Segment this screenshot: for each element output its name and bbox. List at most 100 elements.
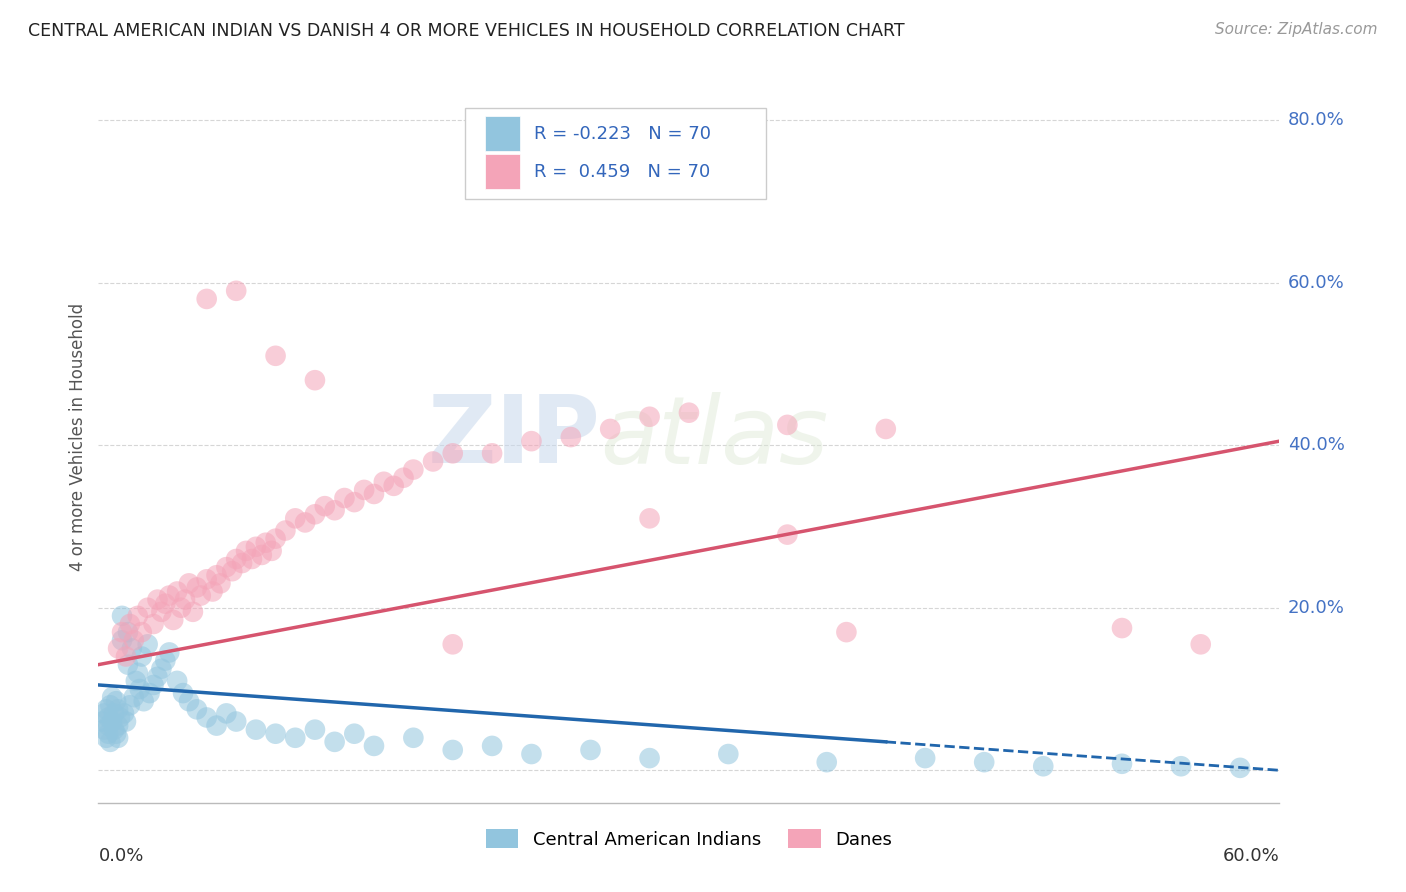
Point	[93, 706, 115, 721]
Point	[107, 718, 129, 732]
Point	[638, 409, 661, 424]
Point	[304, 373, 326, 387]
Point	[402, 731, 425, 745]
Point	[245, 540, 267, 554]
Point	[1111, 756, 1133, 771]
Point	[264, 727, 287, 741]
Point	[107, 641, 129, 656]
Point	[155, 597, 177, 611]
Point	[382, 479, 405, 493]
Point	[118, 698, 141, 713]
Point	[177, 576, 200, 591]
Point	[314, 499, 336, 513]
Point	[98, 735, 121, 749]
Point	[520, 434, 543, 449]
Point	[1229, 761, 1251, 775]
Point	[579, 743, 602, 757]
Point	[157, 645, 180, 659]
Point	[225, 284, 247, 298]
Point	[101, 690, 124, 705]
Point	[127, 608, 149, 623]
Point	[205, 718, 228, 732]
Point	[195, 572, 218, 586]
Point	[131, 625, 153, 640]
Point	[1170, 759, 1192, 773]
Point	[225, 714, 247, 729]
Point	[599, 422, 621, 436]
Point	[107, 702, 129, 716]
Point	[343, 495, 366, 509]
Point	[835, 625, 858, 640]
Text: R = -0.223   N = 70: R = -0.223 N = 70	[534, 125, 711, 143]
Point	[166, 673, 188, 688]
Point	[481, 446, 503, 460]
Point	[190, 589, 212, 603]
Point	[112, 706, 135, 721]
Y-axis label: 4 or more Vehicles in Household: 4 or more Vehicles in Household	[69, 303, 87, 571]
Point	[103, 706, 125, 721]
Point	[195, 710, 218, 724]
Point	[205, 568, 228, 582]
Point	[363, 739, 385, 753]
FancyBboxPatch shape	[485, 154, 520, 189]
Text: 60.0%: 60.0%	[1288, 274, 1344, 292]
Point	[97, 727, 120, 741]
Point	[638, 511, 661, 525]
Point	[973, 755, 995, 769]
Point	[118, 617, 141, 632]
Point	[274, 524, 297, 538]
FancyBboxPatch shape	[464, 108, 766, 200]
Point	[136, 600, 159, 615]
Text: 60.0%: 60.0%	[1223, 847, 1279, 865]
Point	[166, 584, 188, 599]
Text: 0.0%: 0.0%	[98, 847, 143, 865]
Point	[1111, 621, 1133, 635]
Text: Source: ZipAtlas.com: Source: ZipAtlas.com	[1215, 22, 1378, 37]
Point	[136, 637, 159, 651]
Point	[215, 706, 238, 721]
Point	[353, 483, 375, 497]
Point	[1032, 759, 1054, 773]
Point	[121, 641, 143, 656]
Point	[174, 592, 197, 607]
Point	[373, 475, 395, 489]
Point	[264, 532, 287, 546]
Point	[98, 698, 121, 713]
Point	[245, 723, 267, 737]
Point	[914, 751, 936, 765]
Point	[97, 710, 120, 724]
Point	[138, 686, 160, 700]
Point	[111, 625, 134, 640]
Point	[240, 552, 263, 566]
Point	[122, 690, 145, 705]
Point	[97, 718, 120, 732]
Point	[96, 702, 118, 716]
Point	[181, 605, 204, 619]
Point	[96, 731, 118, 745]
Point	[333, 491, 356, 505]
Point	[108, 710, 131, 724]
Point	[815, 755, 838, 769]
Point	[150, 662, 173, 676]
Point	[225, 552, 247, 566]
Text: ZIP: ZIP	[427, 391, 600, 483]
Text: CENTRAL AMERICAN INDIAN VS DANISH 4 OR MORE VEHICLES IN HOUSEHOLD CORRELATION CH: CENTRAL AMERICAN INDIAN VS DANISH 4 OR M…	[28, 22, 904, 40]
Point	[875, 422, 897, 436]
Point	[157, 589, 180, 603]
Point	[142, 678, 165, 692]
Point	[717, 747, 740, 761]
Point	[441, 446, 464, 460]
Point	[776, 527, 799, 541]
Point	[323, 735, 346, 749]
Point	[186, 581, 208, 595]
Point	[186, 702, 208, 716]
Point	[1189, 637, 1212, 651]
Point	[146, 670, 169, 684]
Point	[363, 487, 385, 501]
Point	[162, 613, 184, 627]
Point	[260, 544, 283, 558]
Point	[441, 637, 464, 651]
Point	[392, 471, 415, 485]
Point	[111, 608, 134, 623]
Point	[264, 349, 287, 363]
